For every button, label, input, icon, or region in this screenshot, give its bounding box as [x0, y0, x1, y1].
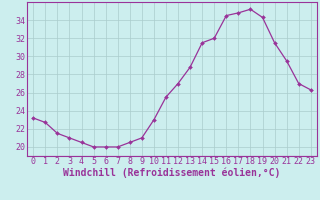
- X-axis label: Windchill (Refroidissement éolien,°C): Windchill (Refroidissement éolien,°C): [63, 168, 281, 178]
